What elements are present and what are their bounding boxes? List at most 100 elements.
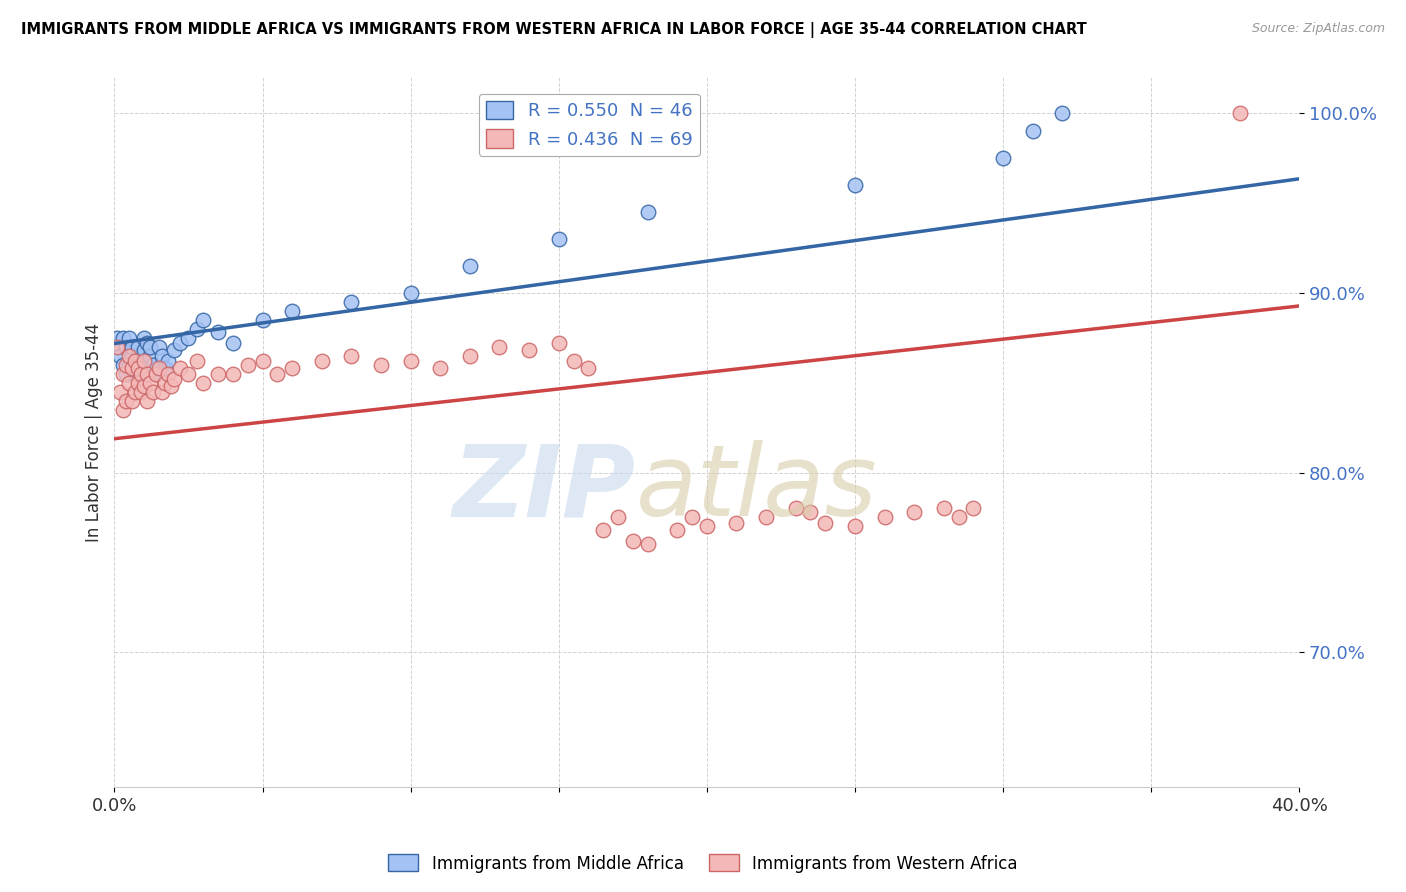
Point bbox=[962, 501, 984, 516]
Point bbox=[132, 379, 155, 393]
Point bbox=[127, 376, 149, 390]
Point bbox=[121, 393, 143, 408]
Point bbox=[124, 354, 146, 368]
Point bbox=[252, 313, 274, 327]
Point bbox=[562, 354, 585, 368]
Point bbox=[169, 361, 191, 376]
Point bbox=[340, 349, 363, 363]
Point bbox=[118, 349, 141, 363]
Point bbox=[115, 340, 138, 354]
Point bbox=[637, 205, 659, 219]
Point bbox=[169, 336, 191, 351]
Point bbox=[621, 533, 644, 548]
Point bbox=[139, 340, 162, 354]
Point bbox=[132, 331, 155, 345]
Point bbox=[110, 384, 132, 399]
Point bbox=[236, 358, 259, 372]
Point bbox=[112, 358, 135, 372]
Point bbox=[1229, 106, 1251, 120]
Point bbox=[118, 331, 141, 345]
Point bbox=[105, 340, 128, 354]
Point bbox=[458, 259, 481, 273]
Point bbox=[115, 367, 138, 381]
Point bbox=[399, 285, 422, 300]
Point bbox=[547, 232, 569, 246]
Point bbox=[127, 349, 149, 363]
Text: IMMIGRANTS FROM MIDDLE AFRICA VS IMMIGRANTS FROM WESTERN AFRICA IN LABOR FORCE |: IMMIGRANTS FROM MIDDLE AFRICA VS IMMIGRA… bbox=[21, 22, 1087, 38]
Point bbox=[177, 367, 200, 381]
Point bbox=[429, 361, 451, 376]
Point bbox=[127, 340, 149, 354]
Point bbox=[136, 367, 159, 381]
Point bbox=[932, 501, 955, 516]
Point bbox=[142, 384, 165, 399]
Point bbox=[637, 537, 659, 551]
Point bbox=[903, 505, 925, 519]
Point bbox=[547, 336, 569, 351]
Point bbox=[127, 361, 149, 376]
Point bbox=[112, 331, 135, 345]
Point bbox=[156, 367, 179, 381]
Point bbox=[873, 510, 896, 524]
Point bbox=[681, 510, 703, 524]
Point bbox=[311, 354, 333, 368]
Point bbox=[207, 326, 229, 340]
Point bbox=[129, 361, 152, 376]
Point bbox=[132, 343, 155, 358]
Point bbox=[814, 516, 837, 530]
Point bbox=[755, 510, 778, 524]
Point bbox=[186, 354, 208, 368]
Point bbox=[785, 501, 807, 516]
Y-axis label: In Labor Force | Age 35-44: In Labor Force | Age 35-44 bbox=[86, 323, 103, 541]
Point bbox=[163, 372, 186, 386]
Point bbox=[576, 361, 599, 376]
Point bbox=[252, 354, 274, 368]
Point bbox=[115, 393, 138, 408]
Point bbox=[799, 505, 821, 519]
Legend: Immigrants from Middle Africa, Immigrants from Western Africa: Immigrants from Middle Africa, Immigrant… bbox=[382, 847, 1024, 880]
Point bbox=[193, 376, 215, 390]
Text: ZIP: ZIP bbox=[453, 441, 636, 537]
Point bbox=[592, 523, 614, 537]
Point bbox=[150, 384, 173, 399]
Point bbox=[124, 384, 146, 399]
Point bbox=[112, 367, 135, 381]
Point bbox=[105, 331, 128, 345]
Point bbox=[156, 354, 179, 368]
Point bbox=[145, 367, 167, 381]
Point bbox=[121, 349, 143, 363]
Legend: R = 0.550  N = 46, R = 0.436  N = 69: R = 0.550 N = 46, R = 0.436 N = 69 bbox=[479, 94, 700, 156]
Point bbox=[725, 516, 748, 530]
Point bbox=[607, 510, 630, 524]
Point bbox=[177, 331, 200, 345]
Point bbox=[145, 367, 167, 381]
Point bbox=[118, 376, 141, 390]
Point bbox=[193, 313, 215, 327]
Point bbox=[112, 402, 135, 417]
Point bbox=[148, 340, 170, 354]
Point bbox=[517, 343, 540, 358]
Point bbox=[340, 294, 363, 309]
Point bbox=[121, 340, 143, 354]
Point bbox=[139, 349, 162, 363]
Point bbox=[153, 361, 176, 376]
Point bbox=[118, 358, 141, 372]
Point bbox=[150, 349, 173, 363]
Point bbox=[696, 519, 718, 533]
Point bbox=[132, 354, 155, 368]
Point bbox=[121, 361, 143, 376]
Point bbox=[207, 367, 229, 381]
Point bbox=[129, 367, 152, 381]
Point bbox=[281, 304, 304, 318]
Point bbox=[129, 354, 152, 368]
Point bbox=[488, 340, 510, 354]
Point bbox=[222, 336, 245, 351]
Point bbox=[666, 523, 689, 537]
Point bbox=[370, 358, 392, 372]
Point bbox=[110, 340, 132, 354]
Point bbox=[148, 361, 170, 376]
Point bbox=[124, 358, 146, 372]
Point bbox=[136, 393, 159, 408]
Point bbox=[139, 376, 162, 390]
Point bbox=[153, 376, 176, 390]
